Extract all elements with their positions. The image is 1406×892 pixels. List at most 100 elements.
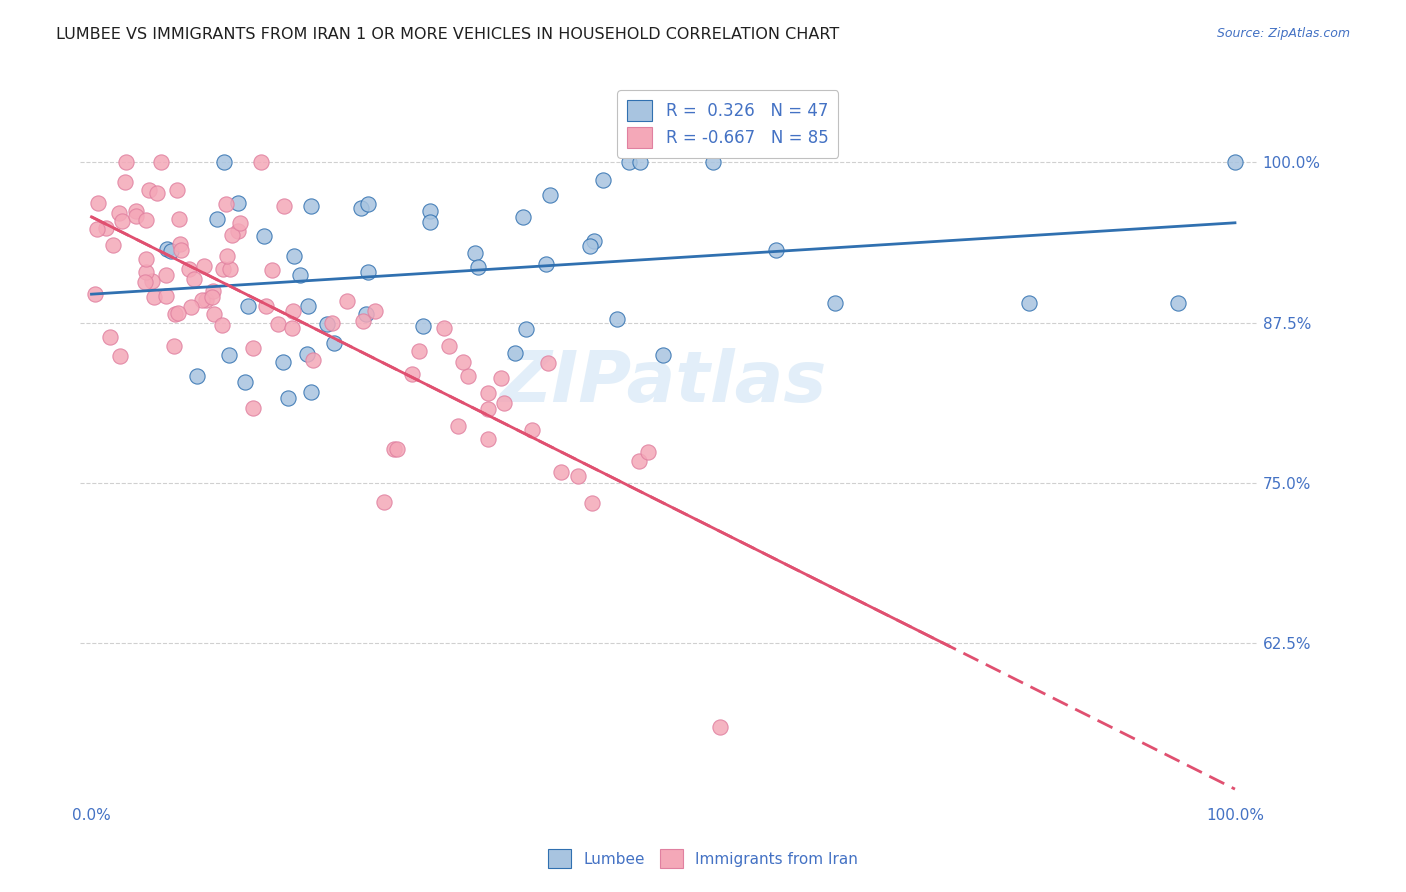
Point: [299, 384, 322, 399]
Point: [582, 235, 605, 249]
Point: [567, 468, 589, 483]
Point: [155, 268, 177, 282]
Point: [86, 221, 108, 235]
Point: [205, 211, 228, 226]
Point: [617, 155, 640, 169]
Point: [273, 199, 295, 213]
Point: [297, 347, 319, 361]
Point: [141, 274, 163, 288]
Point: [1018, 296, 1040, 310]
Point: [457, 369, 479, 384]
Legend: Lumbee, Immigrants from Iran: Lumbee, Immigrants from Iran: [540, 841, 866, 875]
Text: ZIPatlas: ZIPatlas: [499, 348, 827, 417]
Point: [221, 227, 243, 242]
Point: [357, 196, 380, 211]
Point: [242, 401, 264, 416]
Point: [111, 213, 134, 227]
Point: [183, 272, 205, 286]
Point: [520, 423, 543, 437]
Point: [177, 261, 200, 276]
Point: [419, 215, 441, 229]
Point: [215, 197, 238, 211]
Point: [219, 261, 242, 276]
Point: [1167, 296, 1189, 310]
Point: [193, 259, 215, 273]
Point: [166, 183, 188, 197]
Point: [606, 311, 628, 326]
Point: [627, 453, 650, 467]
Point: [94, 221, 117, 235]
Point: [238, 299, 260, 313]
Point: [373, 495, 395, 509]
Point: [1223, 155, 1246, 169]
Point: [228, 224, 250, 238]
Point: [765, 244, 787, 258]
Point: [592, 172, 614, 186]
Point: [302, 353, 325, 368]
Point: [124, 203, 146, 218]
Point: [108, 206, 131, 220]
Point: [336, 294, 359, 309]
Point: [492, 396, 515, 410]
Text: LUMBEE VS IMMIGRANTS FROM IRAN 1 OR MORE VEHICLES IN HOUSEHOLD CORRELATION CHART: LUMBEE VS IMMIGRANTS FROM IRAN 1 OR MORE…: [56, 27, 839, 42]
Legend: R =  0.326   N = 47, R = -0.667   N = 85: R = 0.326 N = 47, R = -0.667 N = 85: [617, 90, 838, 158]
Point: [281, 320, 304, 334]
Point: [652, 348, 675, 362]
Point: [146, 186, 169, 200]
Point: [195, 293, 218, 308]
Point: [515, 322, 537, 336]
Point: [256, 299, 278, 313]
Point: [211, 318, 233, 332]
Point: [114, 155, 136, 169]
Point: [138, 183, 160, 197]
Point: [87, 196, 110, 211]
Point: [84, 286, 107, 301]
Point: [316, 317, 339, 331]
Point: [702, 155, 724, 169]
Point: [364, 303, 387, 318]
Point: [212, 262, 235, 277]
Point: [299, 199, 322, 213]
Point: [412, 319, 434, 334]
Point: [464, 246, 486, 260]
Point: [135, 252, 157, 266]
Point: [149, 155, 172, 169]
Point: [628, 155, 651, 169]
Point: [143, 290, 166, 304]
Point: [163, 339, 186, 353]
Point: [202, 307, 225, 321]
Point: [155, 289, 177, 303]
Point: [824, 296, 846, 310]
Point: [477, 386, 499, 401]
Point: [165, 307, 187, 321]
Point: [277, 391, 299, 405]
Point: [160, 244, 183, 258]
Point: [637, 445, 659, 459]
Point: [437, 339, 460, 353]
Point: [477, 402, 499, 417]
Point: [180, 300, 202, 314]
Point: [267, 317, 290, 331]
Point: [477, 432, 499, 446]
Point: [352, 313, 374, 327]
Point: [167, 306, 190, 320]
Point: [387, 442, 409, 456]
Point: [271, 355, 294, 369]
Point: [98, 330, 121, 344]
Point: [283, 249, 305, 263]
Point: [288, 268, 311, 282]
Point: [125, 209, 148, 223]
Point: [229, 215, 252, 229]
Point: [202, 284, 225, 298]
Point: [169, 237, 191, 252]
Point: [135, 213, 157, 227]
Point: [242, 341, 264, 355]
Point: [323, 335, 346, 350]
Point: [253, 229, 276, 244]
Point: [218, 348, 240, 362]
Point: [447, 419, 470, 434]
Point: [262, 262, 284, 277]
Point: [321, 316, 343, 330]
Point: [101, 238, 124, 252]
Point: [169, 211, 191, 226]
